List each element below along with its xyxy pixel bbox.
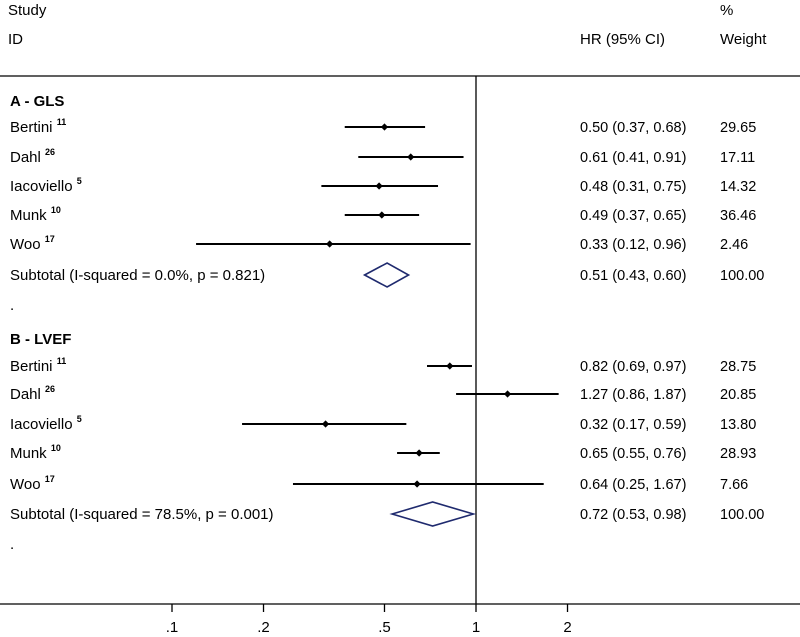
study-label: Dahl 26 <box>10 384 55 403</box>
point-estimate <box>407 153 415 161</box>
point-estimate <box>378 211 386 219</box>
study-label: Woo 17 <box>10 474 55 493</box>
study-reference: 5 <box>77 176 82 186</box>
hr-ci-value: 0.49 (0.37, 0.65) <box>580 208 686 224</box>
point-estimate <box>415 449 423 457</box>
point-estimate <box>446 362 454 370</box>
study-reference: 26 <box>45 147 55 157</box>
weight-value: 13.80 <box>720 417 756 433</box>
x-tick-label: 1 <box>472 619 480 636</box>
study-label: Woo 17 <box>10 234 55 253</box>
weight-value: 14.32 <box>720 179 756 195</box>
weight-value: 28.93 <box>720 446 756 462</box>
hr-ci-value: 0.33 (0.12, 0.96) <box>580 237 686 253</box>
hr-ci-value: 0.82 (0.69, 0.97) <box>580 359 686 375</box>
study-label: Iacoviello 5 <box>10 176 82 195</box>
x-tick-label: .2 <box>257 619 270 636</box>
subtotal-hr-ci-value: 0.72 (0.53, 0.98) <box>580 507 686 523</box>
hr-ci-value: 0.65 (0.55, 0.76) <box>580 446 686 462</box>
group-spacer: . <box>10 297 14 314</box>
point-estimate <box>380 123 389 131</box>
header-weight: Weight <box>720 31 767 48</box>
subtotal-label: Subtotal (I-squared = 0.0%, p = 0.821) <box>10 267 265 284</box>
study-label: Munk 10 <box>10 205 61 224</box>
subtotal-weight-value: 100.00 <box>720 507 764 523</box>
study-reference: 17 <box>45 474 55 484</box>
group-title: A - GLS <box>10 93 64 110</box>
weight-value: 17.11 <box>720 150 755 166</box>
study-reference: 10 <box>51 443 61 453</box>
study-reference: 26 <box>45 384 55 394</box>
weight-value: 28.75 <box>720 359 756 375</box>
header-estimate: HR (95% CI) <box>580 31 665 48</box>
group-spacer: . <box>10 536 14 553</box>
study-label: Bertini 11 <box>10 117 66 136</box>
study-label: Munk 10 <box>10 443 61 462</box>
x-tick-label: .5 <box>378 619 391 636</box>
study-reference: 10 <box>51 205 61 215</box>
point-estimate <box>413 480 421 488</box>
weight-value: 29.65 <box>720 120 756 136</box>
study-label: Bertini 11 <box>10 356 66 375</box>
pooled-diamond <box>362 262 411 288</box>
point-estimate <box>503 390 512 398</box>
point-estimate <box>321 420 330 428</box>
hr-ci-value: 0.32 (0.17, 0.59) <box>580 417 686 433</box>
point-estimate <box>375 182 383 190</box>
hr-ci-value: 1.27 (0.86, 1.87) <box>580 387 686 403</box>
x-tick-label: .1 <box>166 619 179 636</box>
study-reference: 17 <box>45 234 55 244</box>
study-label: Dahl 26 <box>10 147 55 166</box>
group-title: B - LVEF <box>10 331 71 348</box>
weight-value: 20.85 <box>720 387 756 403</box>
hr-ci-value: 0.64 (0.25, 1.67) <box>580 477 686 493</box>
point-estimate <box>326 240 334 248</box>
x-tick-label: 2 <box>563 619 571 636</box>
study-label: Iacoviello 5 <box>10 414 82 433</box>
weight-value: 2.46 <box>720 237 748 253</box>
study-reference: 5 <box>77 414 82 424</box>
weight-value: 36.46 <box>720 208 756 224</box>
hr-ci-value: 0.50 (0.37, 0.68) <box>580 120 686 136</box>
pooled-diamond <box>389 501 477 527</box>
hr-ci-value: 0.61 (0.41, 0.91) <box>580 150 686 166</box>
hr-ci-value: 0.48 (0.31, 0.75) <box>580 179 686 195</box>
weight-value: 7.66 <box>720 477 748 493</box>
header-study: Study <box>8 2 47 19</box>
header-id: ID <box>8 31 23 48</box>
header-percent: % <box>720 2 733 19</box>
subtotal-hr-ci-value: 0.51 (0.43, 0.60) <box>580 268 686 284</box>
study-reference: 11 <box>57 356 67 366</box>
study-reference: 11 <box>57 117 67 127</box>
subtotal-label: Subtotal (I-squared = 78.5%, p = 0.001) <box>10 506 274 523</box>
subtotal-weight-value: 100.00 <box>720 268 764 284</box>
